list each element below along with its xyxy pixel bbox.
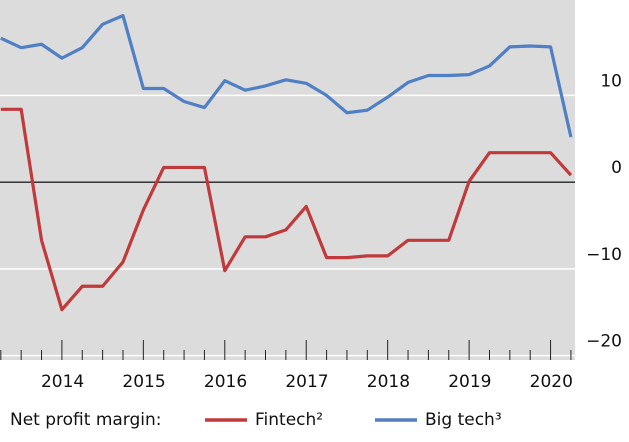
y-tick-label: −20	[586, 332, 622, 352]
plot-area	[0, 0, 575, 360]
y-tick-label: 10	[600, 71, 622, 91]
x-tick-label: 2016	[204, 372, 247, 392]
legend-label: Fintech²	[255, 410, 323, 430]
x-tick-label: 2014	[41, 372, 84, 392]
legend-label: Big tech³	[425, 410, 502, 430]
x-tick-label: 2017	[285, 372, 328, 392]
legend-title: Net profit margin:	[10, 410, 162, 430]
x-tick-label: 2015	[122, 372, 165, 392]
y-tick-label: −10	[586, 245, 622, 265]
series-line	[0, 107, 573, 312]
x-tick-label: 2018	[367, 372, 410, 392]
series-line	[0, 14, 573, 138]
x-tick-label: 2019	[448, 372, 491, 392]
x-tick-label: 2020	[530, 372, 573, 392]
y-tick-label: 0	[611, 158, 622, 178]
